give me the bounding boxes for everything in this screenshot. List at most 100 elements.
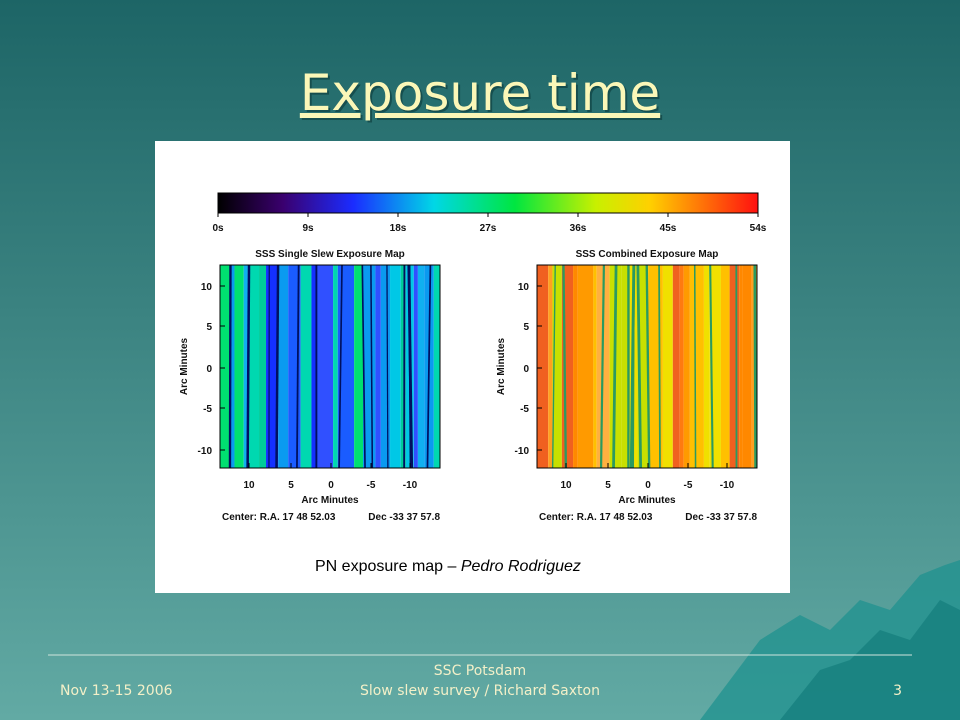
exposure-edge [658, 264, 661, 469]
exposure-edge [693, 264, 697, 469]
exposure-stripe [537, 265, 549, 468]
x-tick-label: 0 [645, 480, 651, 491]
footer-venue: SSC Potsdam [434, 663, 526, 679]
exposure-stripe [259, 265, 267, 468]
panel-title: SSS Single Slew Exposure Map [255, 249, 405, 260]
exposure-edge [599, 264, 605, 469]
exposure-stripe [417, 265, 425, 468]
x-tick-label: 5 [605, 480, 611, 491]
exposure-edge [709, 264, 714, 469]
exposure-stripe [672, 265, 680, 468]
colorbar-tick-label: 9s [302, 223, 314, 234]
exposure-edge [338, 264, 343, 469]
exposure-stripe [229, 265, 235, 468]
exposure-stripe [400, 265, 406, 468]
exposure-stripe [234, 265, 244, 468]
exposure-edge [361, 264, 366, 469]
exposure-stripe [311, 265, 317, 468]
exposure-stripe [679, 265, 684, 468]
x-tick-label: 10 [560, 480, 572, 491]
footer-page: 3 [893, 683, 902, 699]
caption: PN exposure map – Pedro Rodriguez [315, 558, 581, 575]
colorbar-tick-label: 54s [750, 223, 767, 234]
exposure-edge [645, 264, 651, 469]
x-tick-label: 0 [328, 480, 334, 491]
exposure-stripe [548, 265, 553, 468]
y-tick-label: 10 [201, 282, 213, 293]
y-tick-label: 0 [206, 364, 212, 375]
exposure-stripe [552, 265, 562, 468]
title-shadow: Exposure time [302, 66, 662, 124]
y-tick-label: 0 [523, 364, 529, 375]
y-tick-label: 5 [523, 322, 529, 333]
exposure-edge [636, 264, 643, 469]
colorbar-tick-label: 36s [570, 223, 587, 234]
exposure-stripe [220, 265, 230, 468]
exposure-stripe [709, 265, 721, 468]
exposure-stripe [316, 265, 334, 468]
exposure-stripe [300, 265, 312, 468]
exposure-stripe [720, 265, 730, 468]
exposure-stripe [683, 265, 690, 468]
exposure-stripe [413, 265, 418, 468]
exposure-stripe [739, 265, 743, 468]
exposure-stripe [390, 265, 401, 468]
exposure-stripe [593, 265, 597, 468]
exposure-panel: SSS Combined Exposure Map 10 5 0 -5 -10 10 5 0 -5… [496, 249, 758, 523]
exposure-edge [296, 264, 300, 469]
exposure-stripe [662, 265, 673, 468]
exposure-panel: SSS Single Slew Exposure Map 10 5 0 -5 -10 10 5… [179, 249, 441, 523]
x-tick-label: -5 [684, 480, 693, 491]
exposure-stripe [577, 265, 594, 468]
exposure-stripe [633, 265, 638, 468]
panel-title: SSS Combined Exposure Map [576, 249, 719, 260]
exposure-stripe [637, 265, 649, 468]
caption-author: Pedro Rodriguez [461, 558, 581, 575]
exposure-stripe [573, 265, 578, 468]
slide-title: Exposure time [300, 64, 660, 122]
colorbar-tick-label: 45s [660, 223, 677, 234]
dec-coords: Dec -33 37 57.8 [685, 512, 757, 523]
y-tick-label: -5 [203, 404, 212, 415]
exposure-edge [551, 264, 556, 469]
center-coords: Center: R.A. 17 48 52.03 [539, 512, 653, 523]
x-tick-label: -10 [720, 480, 735, 491]
exposure-edge [246, 264, 251, 469]
exposure-stripe [333, 265, 338, 468]
exposure-edge [386, 264, 389, 469]
exposure-edge [275, 264, 280, 469]
x-tick-label: 10 [243, 480, 255, 491]
colorbar-tick-label: 0s [212, 223, 224, 234]
footer-date: Nov 13-15 2006 [60, 683, 173, 699]
panel-border [536, 264, 758, 469]
y-tick-label: 10 [518, 282, 530, 293]
center-coords: Center: R.A. 17 48 52.03 [222, 512, 336, 523]
exposure-edge [753, 264, 757, 469]
exposure-edge [629, 264, 636, 469]
y-tick-label: 5 [206, 322, 212, 333]
x-tick-label: 5 [288, 480, 294, 491]
exposure-stripe [628, 265, 634, 468]
y-axis-label: Arc Minutes [179, 337, 190, 395]
x-tick-label: -5 [367, 480, 376, 491]
exposure-stripe [621, 265, 629, 468]
y-tick-label: -5 [520, 404, 529, 415]
exposure-edge [370, 264, 374, 469]
dec-coords: Dec -33 37 57.8 [368, 512, 440, 523]
exposure-edge [562, 264, 568, 469]
exposure-edge [426, 264, 432, 469]
exposure-stripe [689, 265, 704, 468]
exposure-stripe [561, 265, 574, 468]
exposure-stripe [433, 265, 440, 468]
x-axis-label: Arc Minutes [301, 495, 359, 506]
x-tick-label: -10 [403, 480, 418, 491]
x-axis-label: Arc Minutes [618, 495, 676, 506]
y-axis-label: Arc Minutes [496, 337, 507, 395]
colorbar-tick-label: 18s [390, 223, 407, 234]
exposure-stripe [742, 265, 752, 468]
exposure-edge [408, 264, 412, 469]
colorbar [217, 192, 759, 214]
y-tick-label: -10 [515, 446, 530, 457]
